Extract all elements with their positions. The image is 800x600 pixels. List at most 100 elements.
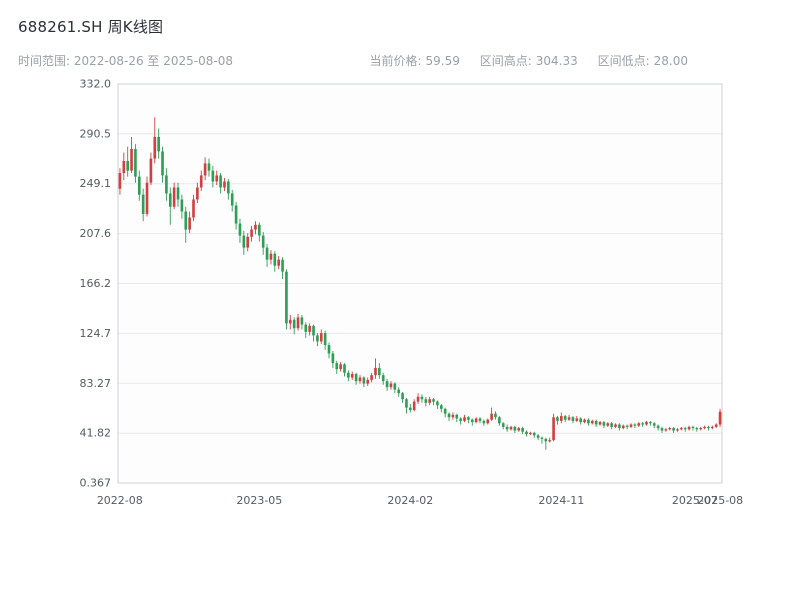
candle-body <box>304 324 308 332</box>
candle-body <box>521 428 524 432</box>
candle-body <box>676 429 679 431</box>
candle-body <box>556 417 559 421</box>
candle-body <box>625 425 629 427</box>
stat-value: 28.00 <box>653 54 688 68</box>
candle-body <box>695 428 699 430</box>
candle-body <box>536 435 540 438</box>
candle-body <box>292 319 296 329</box>
candle-body <box>614 424 617 427</box>
candle-body <box>439 405 443 409</box>
candle-body <box>354 373 358 382</box>
candle-body <box>420 396 424 400</box>
candle-body <box>339 364 342 370</box>
candle-body <box>478 418 482 421</box>
candle-body <box>285 271 288 324</box>
candle-body <box>254 224 257 230</box>
y-axis-tick-label: 207.6 <box>80 227 112 240</box>
price-stats: 当前价格: 59.59 区间高点: 304.33 区间低点: 28.00 <box>369 52 688 69</box>
candle-body <box>401 393 404 400</box>
y-axis-tick-label: 290.5 <box>80 127 112 140</box>
stat-label: 区间低点: <box>597 54 650 68</box>
candle-body <box>424 399 428 403</box>
candle-body <box>482 420 486 424</box>
info-bar: 时间范围: 2022-08-26 至 2025-08-08 当前价格: 59.59… <box>18 52 688 69</box>
candle-body <box>258 224 261 236</box>
page-title: 688261.SH 周K线图 <box>18 18 164 36</box>
candle-body <box>331 353 335 364</box>
candle-body <box>184 211 188 230</box>
candle-body <box>467 417 470 420</box>
candle-body <box>498 417 501 424</box>
candle-body <box>621 425 625 429</box>
candle-body <box>277 259 280 266</box>
candle-body <box>122 161 126 174</box>
candle-body <box>308 325 311 332</box>
candle-body <box>230 193 234 206</box>
candle-body <box>443 408 447 414</box>
candle-body <box>486 419 490 424</box>
candle-body <box>699 428 703 430</box>
candle-body <box>513 426 517 431</box>
candle-body <box>463 417 466 421</box>
candle-body <box>157 136 160 152</box>
candle-body <box>575 418 579 421</box>
candle-body <box>649 422 652 424</box>
candle-body <box>188 217 191 230</box>
candle-body <box>544 438 548 442</box>
stat-value: 304.33 <box>535 54 578 68</box>
stat-range-low: 区间低点: 28.00 <box>598 54 688 68</box>
candle-body <box>629 424 633 427</box>
candle-body <box>335 363 339 370</box>
candle-body <box>455 414 459 419</box>
candle-body <box>683 428 687 430</box>
candle-body <box>490 413 493 420</box>
candle-body <box>691 426 695 429</box>
candle-body <box>703 426 706 429</box>
candle-body <box>416 396 420 402</box>
candle-body <box>474 418 478 423</box>
candle-body <box>316 335 319 342</box>
candle-body <box>215 175 219 182</box>
candle-body <box>238 223 242 236</box>
candle-body <box>637 423 641 426</box>
candle-body <box>668 428 672 430</box>
candle-body <box>432 399 435 402</box>
candle-body <box>540 437 544 439</box>
candle-body <box>374 367 377 376</box>
candle-body <box>618 424 621 429</box>
stat-value: 59.59 <box>425 54 460 68</box>
candle-body <box>590 420 594 424</box>
candle-body <box>288 319 292 324</box>
y-axis-tick-label: 124.7 <box>80 327 112 340</box>
candle-body <box>393 383 397 390</box>
candle-body <box>412 401 416 411</box>
candle-body <box>385 381 389 388</box>
x-axis-tick-label: 2025-08 <box>697 494 743 507</box>
candle-body <box>714 424 718 427</box>
candle-body <box>141 194 145 214</box>
candle-body <box>583 419 586 423</box>
candle-body <box>153 136 157 159</box>
candle-body <box>579 418 582 423</box>
candle-body <box>196 187 199 200</box>
candle-body <box>687 426 691 430</box>
candle-body <box>563 416 567 420</box>
plot-border <box>117 83 723 484</box>
candle-body <box>211 170 215 182</box>
candle-body <box>172 187 176 207</box>
candle-body <box>323 333 327 346</box>
candle-body <box>602 422 606 426</box>
candle-body <box>680 428 683 430</box>
candle-body <box>436 401 439 406</box>
candle-body <box>664 429 668 431</box>
candle-body <box>362 377 366 384</box>
candle-body <box>281 259 284 272</box>
candle-body <box>130 148 133 171</box>
candle-body <box>641 423 644 425</box>
y-axis-tick-label: 332.0 <box>80 78 112 91</box>
candle-body <box>161 151 164 176</box>
y-axis-tick-label: 249.1 <box>80 177 112 190</box>
candle-body <box>192 199 195 218</box>
